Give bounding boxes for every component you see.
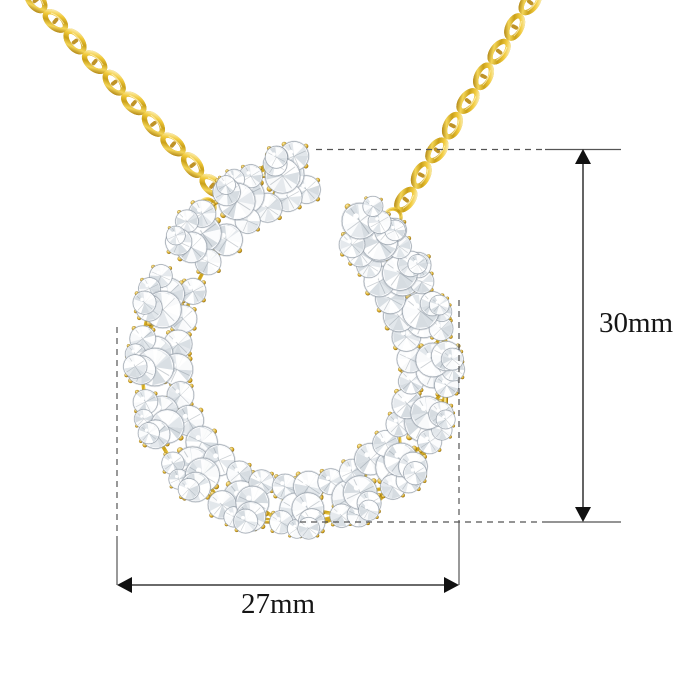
svg-text:30mm: 30mm	[599, 307, 674, 339]
svg-text:27mm: 27mm	[241, 588, 316, 620]
